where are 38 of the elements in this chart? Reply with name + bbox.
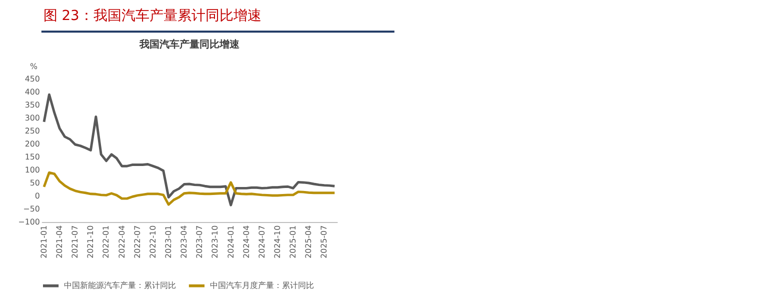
y-tick-label: −100 — [18, 217, 40, 226]
y-tick-label: 250 — [24, 126, 40, 136]
legend-label: 中国汽车月度产量：累计同比 — [210, 280, 314, 290]
x-tick-label: 2024-07 — [257, 225, 266, 258]
y-tick-label: 400 — [24, 87, 40, 96]
line-series — [42, 171, 336, 206]
x-tick-label: 2021-07 — [70, 225, 80, 258]
x-tick-label: 2023-01 — [164, 225, 174, 258]
legend-label: 中国新能源汽车产量：累计同比 — [64, 280, 176, 290]
x-tick-label: 2021-04 — [55, 225, 64, 258]
line-series — [42, 93, 336, 206]
x-tick-label: 2021-01 — [39, 225, 48, 258]
x-tick-label: 2024-01 — [226, 225, 236, 258]
x-tick-label: 2023-10 — [210, 225, 220, 258]
y-tick-label: 450 — [24, 74, 40, 84]
x-tick-label: 2022-04 — [117, 225, 126, 258]
x-tick-label: 2025-07 — [320, 225, 329, 258]
y-tick-label: 50 — [30, 178, 40, 188]
y-tick-label: 100 — [24, 165, 40, 174]
y-tick-label: 0 — [34, 191, 40, 200]
x-tick-label: 2025-04 — [304, 225, 314, 258]
y-tick-label: 300 — [24, 113, 40, 122]
x-tick-label: 2023-04 — [180, 225, 189, 258]
y-axis-title: % — [30, 62, 38, 72]
chart-subtitle: 我国汽车产量同比增速 — [138, 38, 240, 50]
x-tick-label: 2023-07 — [195, 225, 204, 258]
chart-title: 图 23：我国汽车产量累计同比增速 — [43, 8, 262, 24]
y-tick-label: −50 — [23, 204, 40, 214]
x-tick-label: 2022-01 — [102, 225, 111, 258]
y-tick-label: 200 — [24, 139, 40, 148]
x-tick-label: 2024-04 — [242, 225, 251, 258]
y-tick-label: 350 — [24, 100, 40, 110]
x-tick-label: 2025-01 — [288, 225, 298, 258]
x-tick-label: 2021-10 — [86, 225, 96, 258]
x-tick-label: 2024-10 — [273, 225, 282, 258]
x-tick-label: 2022-07 — [132, 225, 142, 258]
x-tick-label: 2022-10 — [148, 225, 158, 258]
y-tick-label: 150 — [24, 152, 40, 162]
